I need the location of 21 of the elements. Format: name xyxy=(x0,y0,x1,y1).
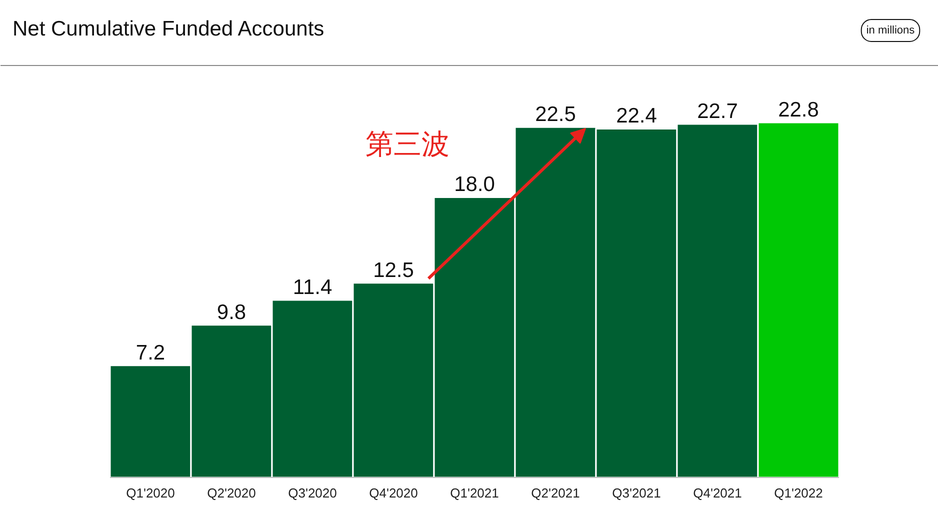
data-label: 22.8 xyxy=(778,98,819,122)
data-label: 22.5 xyxy=(535,103,576,126)
chart-title: Net Cumulative Funded Accounts xyxy=(12,18,324,40)
annotation: 第三波 xyxy=(366,128,450,160)
text: in millions xyxy=(866,24,916,36)
x-tick-label: Q2'2021 xyxy=(531,486,580,500)
x-tick-label: Q3'2020 xyxy=(288,486,337,500)
data-label: 12.5 xyxy=(373,258,414,282)
x-tick-label: Q2'2020 xyxy=(207,486,256,500)
x-tick-label: Q1'2021 xyxy=(450,486,499,500)
x-tick-label: Q3'2021 xyxy=(612,486,661,500)
data-label: 18.0 xyxy=(454,173,495,196)
x-tick-label: Q4'2020 xyxy=(369,486,418,500)
data-label: 22.7 xyxy=(697,100,738,124)
data-label: 22.4 xyxy=(616,104,658,128)
data-label: 11.4 xyxy=(292,276,332,299)
x-tick-label: Q1'2022 xyxy=(774,486,823,500)
data-label: 9.8 xyxy=(216,300,246,324)
x-tick-label: Q4'2021 xyxy=(693,486,742,500)
data-label: 7.2 xyxy=(136,341,166,364)
x-tick-label: Q1'2020 xyxy=(126,486,175,500)
